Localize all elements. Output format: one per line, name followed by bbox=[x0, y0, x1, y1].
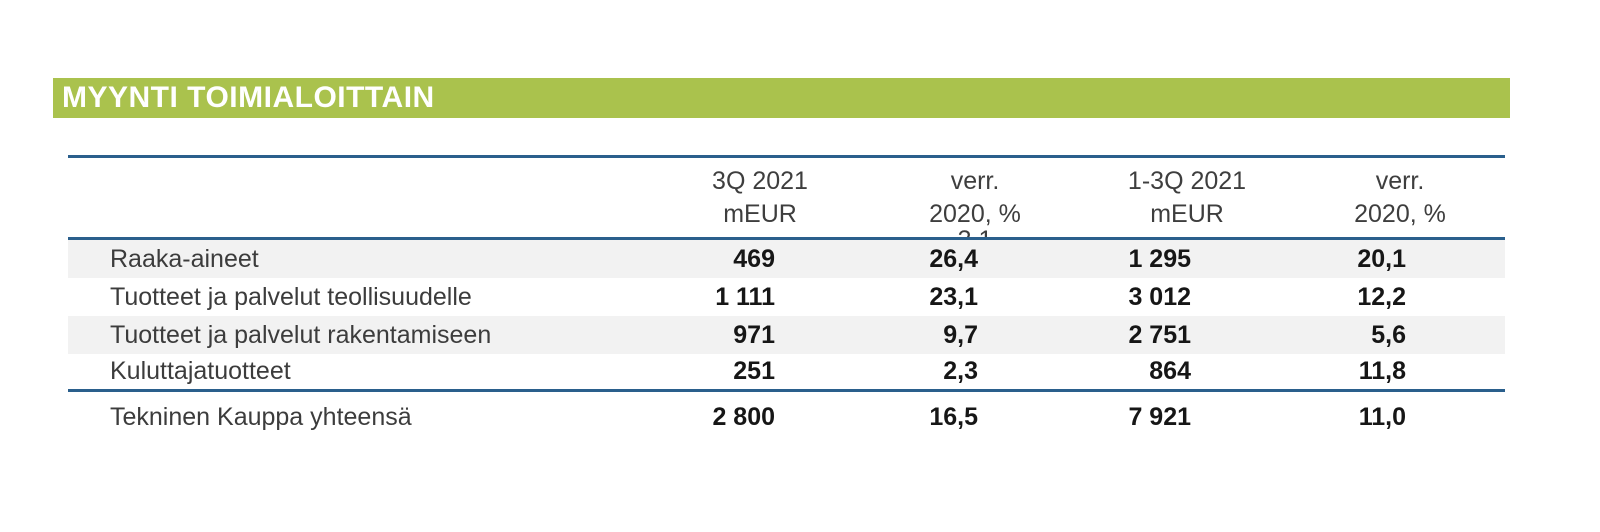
total-1-3q-meur: 7 921 bbox=[1128, 402, 1191, 431]
table-row: Kuluttajatuotteet 251 2,3 864 11,8 bbox=[68, 354, 1505, 392]
row-label: Kuluttajatuotteet bbox=[110, 357, 291, 385]
value-verr-q: 26,4 bbox=[929, 244, 978, 273]
value-verr-q: 2,3 bbox=[943, 357, 978, 385]
row-label: Tuotteet ja palvelut rakentamiseen bbox=[110, 320, 492, 349]
value-1-3q-meur: 1 295 bbox=[1128, 244, 1191, 273]
value-verr-ytd: 11,8 bbox=[1358, 357, 1406, 385]
total-verr-q: 16,5 bbox=[929, 402, 978, 431]
column-header-verr-2020-q: verr. 2020, % bbox=[929, 167, 1021, 228]
table-row: Tuotteet ja palvelut rakentamiseen 971 9… bbox=[68, 316, 1505, 354]
section-title-bar: MYYNTI TOIMIALOITTAIN bbox=[53, 78, 1510, 118]
row-label: Raaka-aineet bbox=[110, 244, 259, 273]
table-total-row: Tekninen Kauppa yhteensä 2 800 16,5 7 92… bbox=[68, 392, 1505, 442]
total-3q-meur: 2 800 bbox=[712, 402, 775, 431]
value-3q-meur: 251 bbox=[733, 357, 775, 385]
total-verr-ytd: 11,0 bbox=[1358, 402, 1406, 431]
value-3q-meur: 971 bbox=[733, 320, 775, 349]
value-1-3q-meur: 864 bbox=[1149, 357, 1191, 385]
table-row: Raaka-aineet 469 26,4 1 295 20,1 bbox=[68, 240, 1505, 278]
row-label: Tuotteet ja palvelut teollisuudelle bbox=[110, 282, 472, 311]
value-1-3q-meur: 3 012 bbox=[1128, 282, 1191, 311]
clipped-header-text: 3,1 bbox=[957, 226, 993, 240]
value-verr-ytd: 20,1 bbox=[1357, 244, 1406, 273]
value-3q-meur: 469 bbox=[733, 244, 775, 273]
value-verr-q: 23,1 bbox=[929, 282, 978, 311]
column-header-3q-2021-meur: 3Q 2021 mEUR bbox=[712, 167, 808, 228]
table-header-row: 3Q 2021 mEUR verr. 2020, % 3,1 1-3Q 2021… bbox=[68, 155, 1505, 240]
value-3q-meur: 1 111 bbox=[715, 282, 775, 311]
total-row-label: Tekninen Kauppa yhteensä bbox=[110, 402, 412, 431]
value-verr-ytd: 5,6 bbox=[1371, 320, 1406, 349]
value-verr-q: 9,7 bbox=[943, 320, 978, 349]
table-row: Tuotteet ja palvelut teollisuudelle 1 11… bbox=[68, 278, 1505, 316]
section-title: MYYNTI TOIMIALOITTAIN bbox=[62, 81, 435, 114]
column-header-verr-2020-ytd: verr. 2020, % bbox=[1354, 167, 1446, 228]
value-1-3q-meur: 2 751 bbox=[1128, 320, 1191, 349]
column-header-1-3q-2021-meur: 1-3Q 2021 mEUR bbox=[1127, 167, 1247, 228]
sales-by-sector-table: 3Q 2021 mEUR verr. 2020, % 3,1 1-3Q 2021… bbox=[68, 155, 1505, 442]
value-verr-ytd: 12,2 bbox=[1357, 282, 1406, 311]
